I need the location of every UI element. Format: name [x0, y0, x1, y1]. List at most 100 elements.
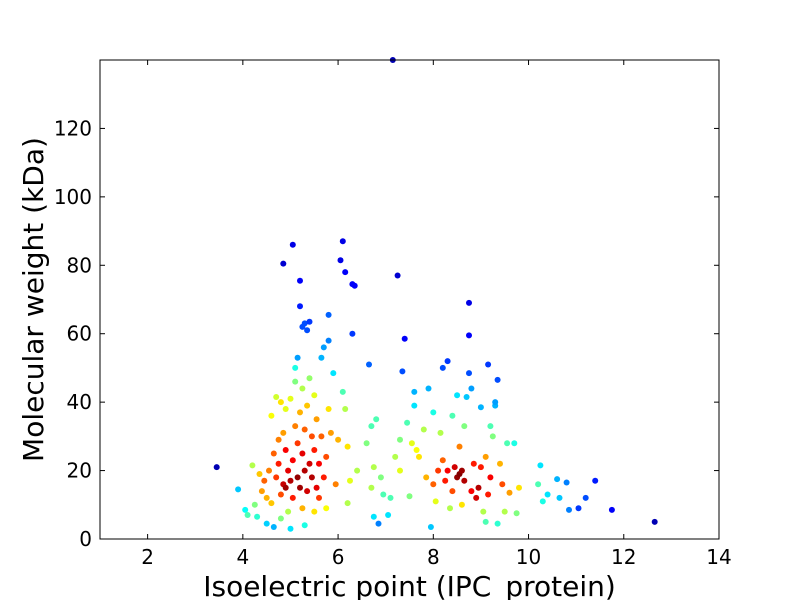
data-point — [411, 388, 418, 395]
data-point — [537, 462, 544, 469]
data-point — [306, 375, 313, 382]
data-point — [251, 501, 258, 508]
data-point — [320, 344, 327, 351]
data-point — [280, 429, 287, 436]
data-point — [280, 260, 287, 267]
data-point — [301, 467, 308, 474]
data-point — [311, 447, 318, 453]
y-tick-label: 120 — [54, 116, 92, 140]
x-tick-label: 14 — [706, 545, 731, 569]
data-point — [380, 491, 387, 498]
y-tick-label: 80 — [67, 253, 92, 277]
x-tick-label: 6 — [332, 545, 345, 569]
data-point — [327, 429, 334, 436]
data-point — [463, 394, 470, 400]
data-point — [313, 416, 320, 423]
data-point — [411, 402, 418, 409]
data-point — [506, 489, 513, 496]
data-point — [420, 426, 427, 433]
data-point — [273, 394, 280, 400]
data-point — [292, 423, 299, 430]
data-point — [544, 491, 551, 498]
data-point — [301, 426, 308, 433]
data-point — [470, 460, 477, 467]
data-point — [299, 450, 306, 457]
data-point — [304, 402, 311, 409]
data-point — [366, 361, 372, 368]
data-point — [504, 440, 511, 447]
data-point — [287, 477, 294, 484]
data-point — [458, 467, 465, 474]
data-point — [466, 370, 472, 377]
data-point — [349, 330, 356, 337]
data-point — [482, 453, 489, 460]
x-axis-label: Isoelectric point (IPC_protein) — [203, 570, 616, 600]
data-point — [447, 505, 453, 512]
data-point — [294, 354, 301, 361]
data-point — [489, 433, 496, 440]
data-point — [275, 460, 282, 467]
data-point — [575, 505, 582, 512]
data-point — [413, 447, 420, 453]
data-point — [289, 457, 296, 464]
data-point — [318, 354, 325, 361]
data-point — [301, 522, 308, 529]
data-point — [325, 337, 332, 344]
data-points — [213, 57, 658, 532]
data-point — [513, 510, 520, 517]
data-point — [268, 500, 275, 507]
data-point — [408, 440, 415, 447]
data-point — [501, 508, 508, 515]
data-point — [566, 506, 572, 513]
data-point — [468, 385, 475, 392]
data-point — [406, 493, 413, 500]
data-point — [397, 436, 403, 443]
data-point — [430, 481, 437, 488]
data-point — [487, 423, 494, 430]
data-point — [289, 241, 296, 248]
data-point — [304, 488, 311, 495]
data-point — [461, 423, 468, 430]
data-point — [454, 392, 461, 399]
data-point — [292, 378, 299, 385]
data-point — [449, 488, 456, 495]
data-point — [375, 520, 382, 527]
data-point — [235, 486, 242, 493]
plot-area-frame — [99, 59, 720, 540]
data-point — [499, 481, 506, 488]
data-point — [297, 409, 303, 416]
data-point — [492, 399, 499, 406]
data-point — [377, 474, 384, 481]
data-point — [256, 471, 263, 477]
data-point — [323, 505, 330, 512]
data-point — [287, 525, 294, 532]
data-point — [427, 524, 434, 530]
data-point — [342, 269, 349, 276]
x-tick-label: 10 — [516, 545, 541, 569]
data-point — [318, 433, 325, 440]
data-point — [461, 477, 468, 484]
data-point — [297, 303, 303, 310]
y-tick-label: 0 — [79, 527, 92, 551]
data-point — [468, 488, 475, 495]
data-point — [554, 476, 561, 483]
data-point — [306, 318, 313, 325]
data-point — [416, 453, 422, 460]
data-point — [392, 453, 399, 460]
y-tick-label: 40 — [67, 390, 92, 414]
data-point — [268, 412, 275, 419]
data-point — [387, 494, 394, 501]
data-point — [325, 311, 332, 318]
data-point — [301, 320, 308, 327]
data-point — [373, 416, 380, 423]
data-point — [466, 299, 472, 306]
y-tick-label: 60 — [67, 322, 92, 346]
data-point — [466, 332, 472, 339]
data-point — [368, 484, 375, 491]
data-point — [299, 385, 306, 392]
data-point — [451, 464, 458, 471]
data-point — [294, 474, 301, 481]
data-point — [344, 443, 351, 450]
data-point — [404, 419, 411, 426]
data-point — [347, 477, 353, 484]
